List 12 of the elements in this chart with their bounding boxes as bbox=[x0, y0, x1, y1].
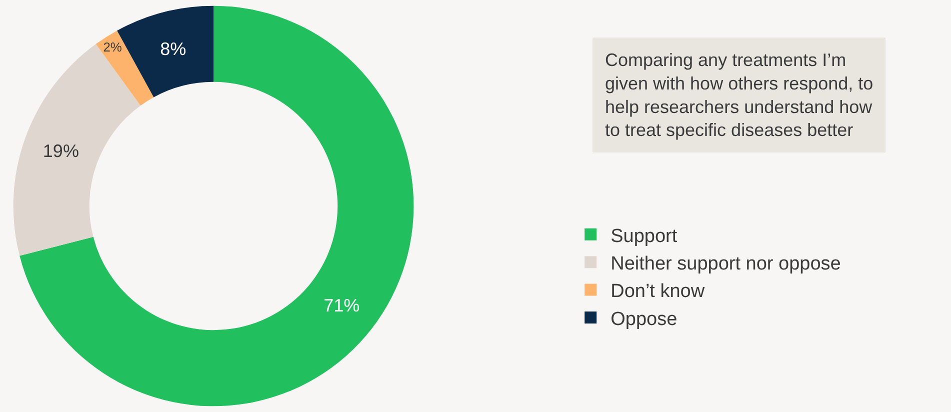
donut-slice bbox=[13, 44, 141, 256]
data-label: 19% bbox=[42, 141, 79, 162]
donut-slice bbox=[20, 6, 414, 406]
legend-label: Don’t know bbox=[610, 281, 705, 302]
data-label: 2% bbox=[103, 39, 122, 54]
text: Comparing any treatments I’m given with how others respond, to help researchers understand how to treat specific diseases better bbox=[605, 50, 874, 140]
data-label: 71% bbox=[324, 295, 360, 316]
data-label: 8% bbox=[160, 38, 186, 59]
donut-slice bbox=[96, 30, 154, 106]
legend-label: Neither support nor oppose bbox=[610, 254, 841, 274]
legend-label: Support bbox=[610, 226, 678, 247]
legend-label: Oppose bbox=[610, 308, 678, 330]
